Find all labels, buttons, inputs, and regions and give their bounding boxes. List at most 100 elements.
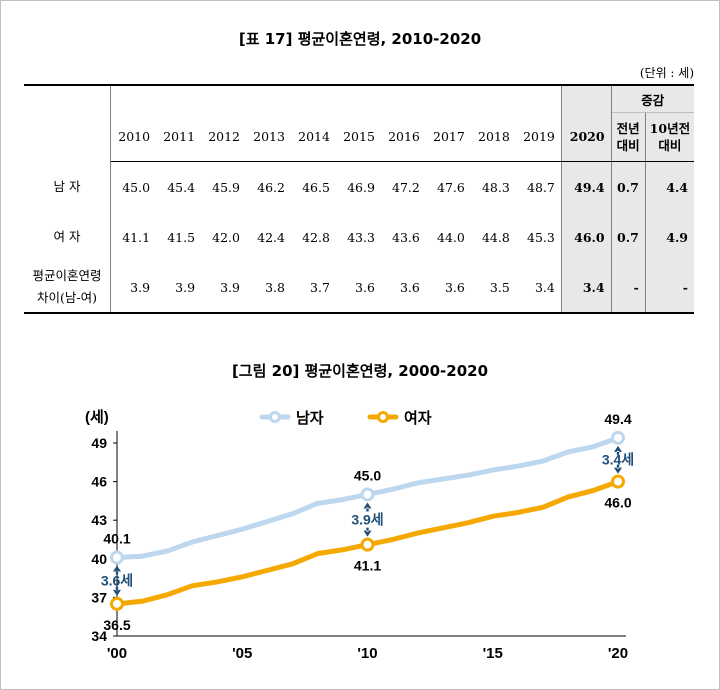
change-cell: 0.7 — [610, 161, 646, 212]
change-header: 증감 — [610, 84, 694, 113]
divorce-age-line-chart: (세) 34 37 40 43 46 49 '00 '05 '10 '15 '20 남자 여자 40.1 36… — [85, 409, 634, 662]
table-cell: 42.8 — [302, 229, 330, 245]
male-point-marker — [110, 550, 124, 565]
table-unit: (단위 : 세) — [639, 66, 694, 80]
legend-label: 여자 — [404, 410, 432, 427]
table-cell: 3.8 — [246, 262, 291, 314]
change-cell: 4.4 — [644, 161, 694, 212]
year-header-2018: 2018 — [470, 112, 516, 162]
gap-label: 3.9세 — [351, 512, 383, 528]
female-point-marker — [110, 596, 124, 611]
y-tick-label: 46 — [91, 474, 107, 490]
female-data-label: 36.5 — [103, 617, 130, 633]
table-cell: 45.0 — [122, 179, 151, 195]
male-point-marker — [611, 430, 625, 445]
table-corner — [24, 84, 111, 162]
table-row: 남 자 45.0 45.4 45.9 46.2 46.5 46.9 47.2 47.6 48.3 4… — [24, 161, 694, 212]
legend-marker — [377, 411, 389, 423]
divorce-age-table: 증감 2010 2011 2012 2013 2014 2015 2016 2017 2018 2… — [24, 84, 694, 314]
change-cell: - — [644, 262, 694, 314]
table-cell: 44.8 — [481, 229, 510, 245]
female-point-marker — [360, 537, 375, 552]
female-point-marker — [611, 474, 625, 489]
table-cell: 45.3 — [527, 229, 555, 245]
table-cell: 46.5 — [302, 179, 330, 195]
change-cell: 4.9 — [644, 212, 694, 262]
y-axis-label: (세) — [85, 409, 109, 426]
x-tick-label: '20 — [608, 645, 628, 662]
x-tick-label: '15 — [483, 645, 503, 662]
change-col-header-10yr: 10년전 대비 — [644, 112, 694, 162]
x-tick-label: '10 — [357, 645, 377, 662]
table-cell: 43.3 — [347, 229, 375, 245]
table-cell: 46.0 — [560, 212, 612, 262]
table-row: 여 자 41.1 41.5 42.0 42.4 42.8 43.3 43.6 44.0 44.8 4… — [24, 212, 694, 262]
gap-label: 3.6세 — [101, 573, 133, 589]
table-cell: 41.1 — [122, 229, 151, 245]
table-cell: 45.9 — [212, 179, 240, 195]
male-data-label: 49.4 — [604, 411, 631, 427]
table-cell: 3.6 — [425, 262, 471, 314]
table-cell: 3.4 — [560, 262, 612, 314]
table-cell: 48.3 — [481, 179, 510, 195]
year-2020-header-spacer — [560, 84, 612, 113]
table-cell: 47.6 — [437, 179, 465, 195]
male-data-label: 45.0 — [354, 467, 381, 483]
male-data-label: 40.1 — [103, 531, 130, 547]
table-cell: 45.4 — [167, 179, 196, 195]
table-cell: 44.0 — [437, 229, 465, 245]
y-tick-label: 34 — [91, 628, 107, 644]
year-header-spacer — [110, 84, 562, 113]
table-cell: 48.7 — [527, 179, 555, 195]
legend-marker — [269, 411, 281, 423]
y-tick-label: 40 — [91, 551, 107, 567]
year-header-2017: 2017 — [425, 112, 471, 162]
table-cell: 46.2 — [257, 179, 285, 195]
gap-arrow-up — [113, 565, 121, 575]
row-label: 평균이혼연령 차이(남-여) — [24, 262, 111, 314]
gap-arrow-down — [614, 464, 622, 474]
table-cell: 46.9 — [347, 179, 375, 195]
table-row: 평균이혼연령 차이(남-여) 3.9 3.9 3.9 3.8 3.7 3.6 3.6 3.6 3.… — [24, 262, 694, 314]
table-cell: 3.7 — [290, 262, 336, 314]
table-cell: 42.4 — [257, 229, 285, 245]
y-tick-label: 37 — [91, 589, 107, 605]
table-cell: 43.6 — [392, 229, 420, 245]
year-header-2011: 2011 — [156, 112, 202, 162]
gap-arrow-up — [363, 502, 372, 512]
female-data-label: 46.0 — [604, 495, 631, 511]
year-header-2020: 2020 — [560, 112, 612, 162]
table-cell: 3.6 — [335, 262, 381, 314]
table-cell: 3.9 — [156, 262, 202, 314]
female-data-label: 41.1 — [354, 558, 381, 574]
y-tick-label: 49 — [91, 435, 107, 451]
row-label: 남 자 — [24, 161, 111, 212]
change-col-header-yoy: 전년 대비 — [610, 112, 646, 162]
year-header-2012: 2012 — [201, 112, 246, 162]
male-point-marker — [360, 487, 375, 502]
table-cell: 3.4 — [515, 262, 562, 314]
table-cell: 41.5 — [167, 229, 196, 245]
gap-arrow-down — [363, 527, 372, 537]
table-cell: 3.5 — [470, 262, 516, 314]
gap-arrow-up — [614, 445, 622, 455]
x-tick-label: '00 — [107, 645, 127, 662]
table-cell: 49.4 — [560, 161, 612, 212]
change-cell: 0.7 — [610, 212, 646, 262]
table-cell: 3.9 — [110, 262, 157, 314]
year-header-2019: 2019 — [515, 112, 562, 162]
table-cell: 3.9 — [201, 262, 246, 314]
change-cell: - — [610, 262, 646, 314]
row-label: 여 자 — [24, 212, 111, 262]
year-header-2013: 2013 — [246, 112, 291, 162]
y-tick-label: 43 — [91, 512, 107, 528]
year-header-2015: 2015 — [335, 112, 381, 162]
figure-title: [그림 20] 평균이혼연령, 2000-2020 — [231, 362, 489, 380]
year-header-2016: 2016 — [380, 112, 426, 162]
legend-label: 남자 — [296, 410, 324, 427]
gap-arrow-down — [113, 586, 121, 596]
year-header-2010: 2010 — [110, 112, 157, 162]
table-cell: 47.2 — [392, 179, 420, 195]
table-title: [표 17] 평균이혼연령, 2010-2020 — [238, 30, 482, 48]
x-tick-label: '05 — [232, 645, 252, 662]
